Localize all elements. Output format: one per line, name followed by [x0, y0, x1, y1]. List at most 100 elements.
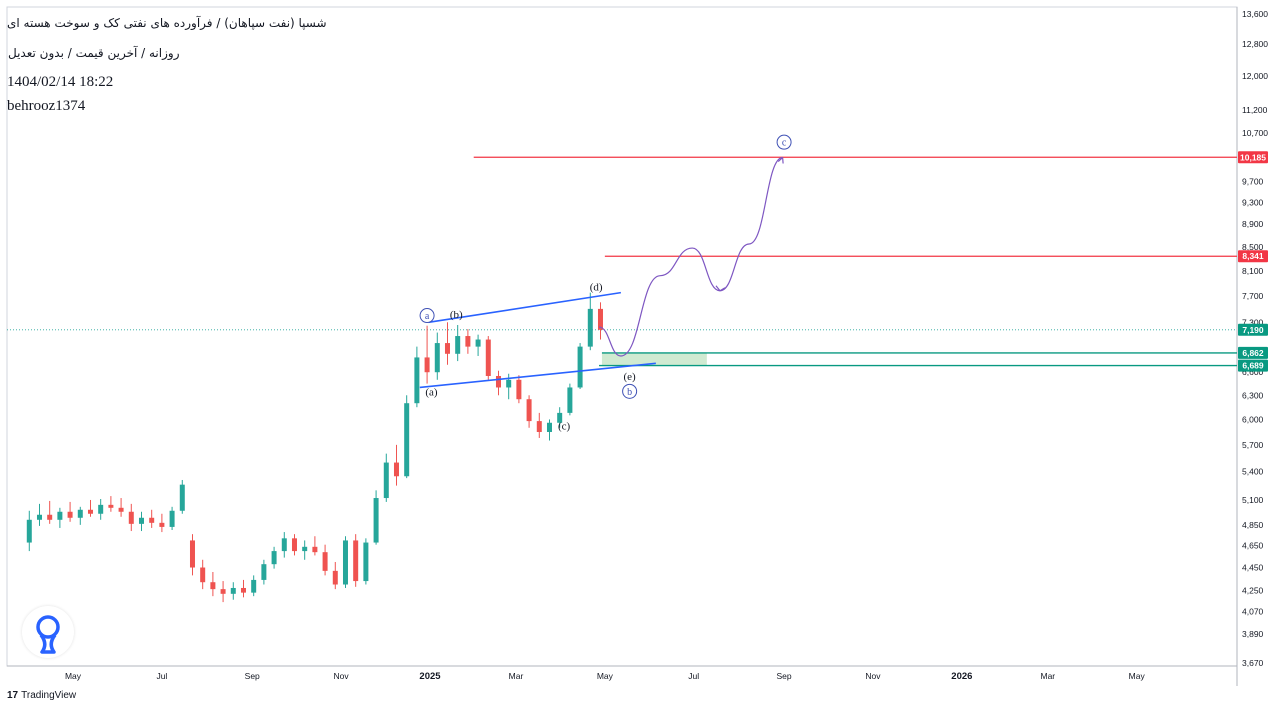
- support-zone: [601, 352, 707, 366]
- candle-body: [506, 379, 512, 388]
- candle-body: [567, 387, 573, 413]
- level-price-label: 10,185: [1240, 152, 1266, 162]
- price-tick-label: 12,000: [1242, 71, 1268, 81]
- price-tick-label: 11,200: [1242, 105, 1268, 115]
- projection-arrowhead: [777, 157, 784, 164]
- price-tick-label: 8,100: [1242, 266, 1264, 276]
- level-price-tag: [1238, 346, 1268, 359]
- price-tick-label: 3,890: [1242, 629, 1264, 639]
- candle-body: [495, 375, 501, 388]
- candle-body: [26, 519, 32, 543]
- time-tick-label: May: [1129, 671, 1146, 681]
- candle-body: [210, 582, 216, 590]
- wave-label: (c): [558, 420, 571, 432]
- wave-label-circle: [776, 134, 792, 150]
- price-tick-label: 4,250: [1242, 585, 1264, 595]
- candle-body: [87, 509, 93, 514]
- candle-body: [516, 379, 522, 400]
- time-tick-label: May: [597, 671, 614, 681]
- price-tick-label: 5,700: [1242, 440, 1264, 450]
- candle-body: [404, 403, 410, 477]
- candle-body: [546, 422, 552, 432]
- price-tick-label: 7,700: [1242, 291, 1264, 301]
- chart-date: 1404/02/14 18:22: [7, 74, 114, 90]
- candle-body: [526, 399, 532, 422]
- time-tick-label: Jul: [688, 671, 699, 681]
- candle-body: [536, 421, 542, 432]
- chart-subtitle: روزانه / آخرین قیمت / بدون تعدیل: [8, 46, 180, 60]
- price-tick-label: 6,000: [1242, 414, 1264, 424]
- level-price-tag: [1238, 359, 1268, 372]
- channel-line[interactable]: [419, 362, 656, 389]
- wave-label: a: [425, 311, 430, 322]
- price-tick-label: 8,900: [1242, 219, 1264, 229]
- time-tick-label: Jul: [156, 671, 167, 681]
- candle-body: [108, 504, 114, 508]
- level-price-tag: [1238, 151, 1268, 164]
- wave-label: (b): [450, 309, 463, 321]
- candle-body: [291, 538, 297, 552]
- time-tick-label: 2026: [951, 671, 972, 682]
- candle-body: [393, 462, 399, 477]
- candle-body: [240, 587, 246, 593]
- price-tick-label: 4,450: [1242, 563, 1264, 573]
- time-tick-label: 2025: [419, 671, 441, 682]
- price-tick-label: 13,600: [1242, 9, 1268, 19]
- pin-logo-icon: [22, 606, 74, 658]
- wave-label-circle: [622, 383, 638, 399]
- candle-body: [383, 462, 389, 499]
- level-price-label: 6,689: [1242, 361, 1264, 371]
- wave-label-circle: [419, 308, 435, 324]
- candle-body: [169, 510, 175, 527]
- level-price-tag: [1238, 250, 1268, 263]
- tradingview-logo[interactable]: 17 TradingView: [7, 690, 76, 701]
- price-tick-label: 4,850: [1242, 520, 1264, 530]
- price-tick-label: 9,700: [1242, 176, 1264, 186]
- wave-label: c: [782, 138, 787, 149]
- tradingview-logo-icon: 17: [7, 690, 19, 701]
- wave-label: b: [627, 387, 632, 398]
- candle-body: [159, 522, 165, 527]
- candle-body: [77, 509, 83, 518]
- candle-body: [363, 542, 369, 582]
- candle-body: [587, 308, 593, 347]
- last-price-tag: [1238, 323, 1268, 336]
- candle-body: [332, 570, 338, 585]
- candle-body: [577, 346, 583, 388]
- time-tick-label: May: [65, 671, 82, 681]
- price-tick-label: 4,650: [1242, 541, 1264, 551]
- price-tick-label: 5,100: [1242, 495, 1264, 505]
- last-price-label: 7,190: [1242, 325, 1264, 335]
- candle-body: [424, 357, 430, 373]
- price-tick-label: 9,300: [1242, 197, 1264, 207]
- candle-body: [557, 412, 563, 423]
- price-tick-label: 3,670: [1242, 658, 1264, 668]
- candle-body: [67, 511, 73, 518]
- time-tick-label: Nov: [334, 671, 350, 681]
- projection-path[interactable]: [598, 156, 783, 357]
- candle-body: [444, 343, 450, 354]
- time-tick-label: Mar: [1041, 671, 1056, 681]
- candle-body: [271, 551, 277, 565]
- price-tick-label: 4,070: [1242, 607, 1264, 617]
- wave-label: (e): [624, 371, 637, 383]
- candle-body: [597, 308, 603, 330]
- candle-body: [455, 336, 461, 354]
- candle-body: [475, 339, 481, 347]
- channel-line[interactable]: [428, 291, 622, 324]
- time-tick-label: Mar: [509, 671, 524, 681]
- candle-body: [138, 517, 144, 524]
- wave-label: (d): [590, 281, 603, 293]
- projection-arrowhead-dip: [715, 285, 726, 292]
- candle-body: [281, 538, 287, 552]
- chart-title: شسپا (نفت سپاهان) / فرآورده های نفتی کک …: [7, 16, 327, 30]
- candle-body: [302, 546, 308, 552]
- price-tick-label: 12,800: [1242, 39, 1268, 49]
- candle-body: [322, 552, 328, 571]
- candle-body: [465, 336, 471, 347]
- candle-body: [251, 579, 257, 593]
- level-price-label: 8,341: [1242, 251, 1264, 261]
- candle-body: [434, 343, 440, 373]
- wave-label: (a): [425, 386, 438, 398]
